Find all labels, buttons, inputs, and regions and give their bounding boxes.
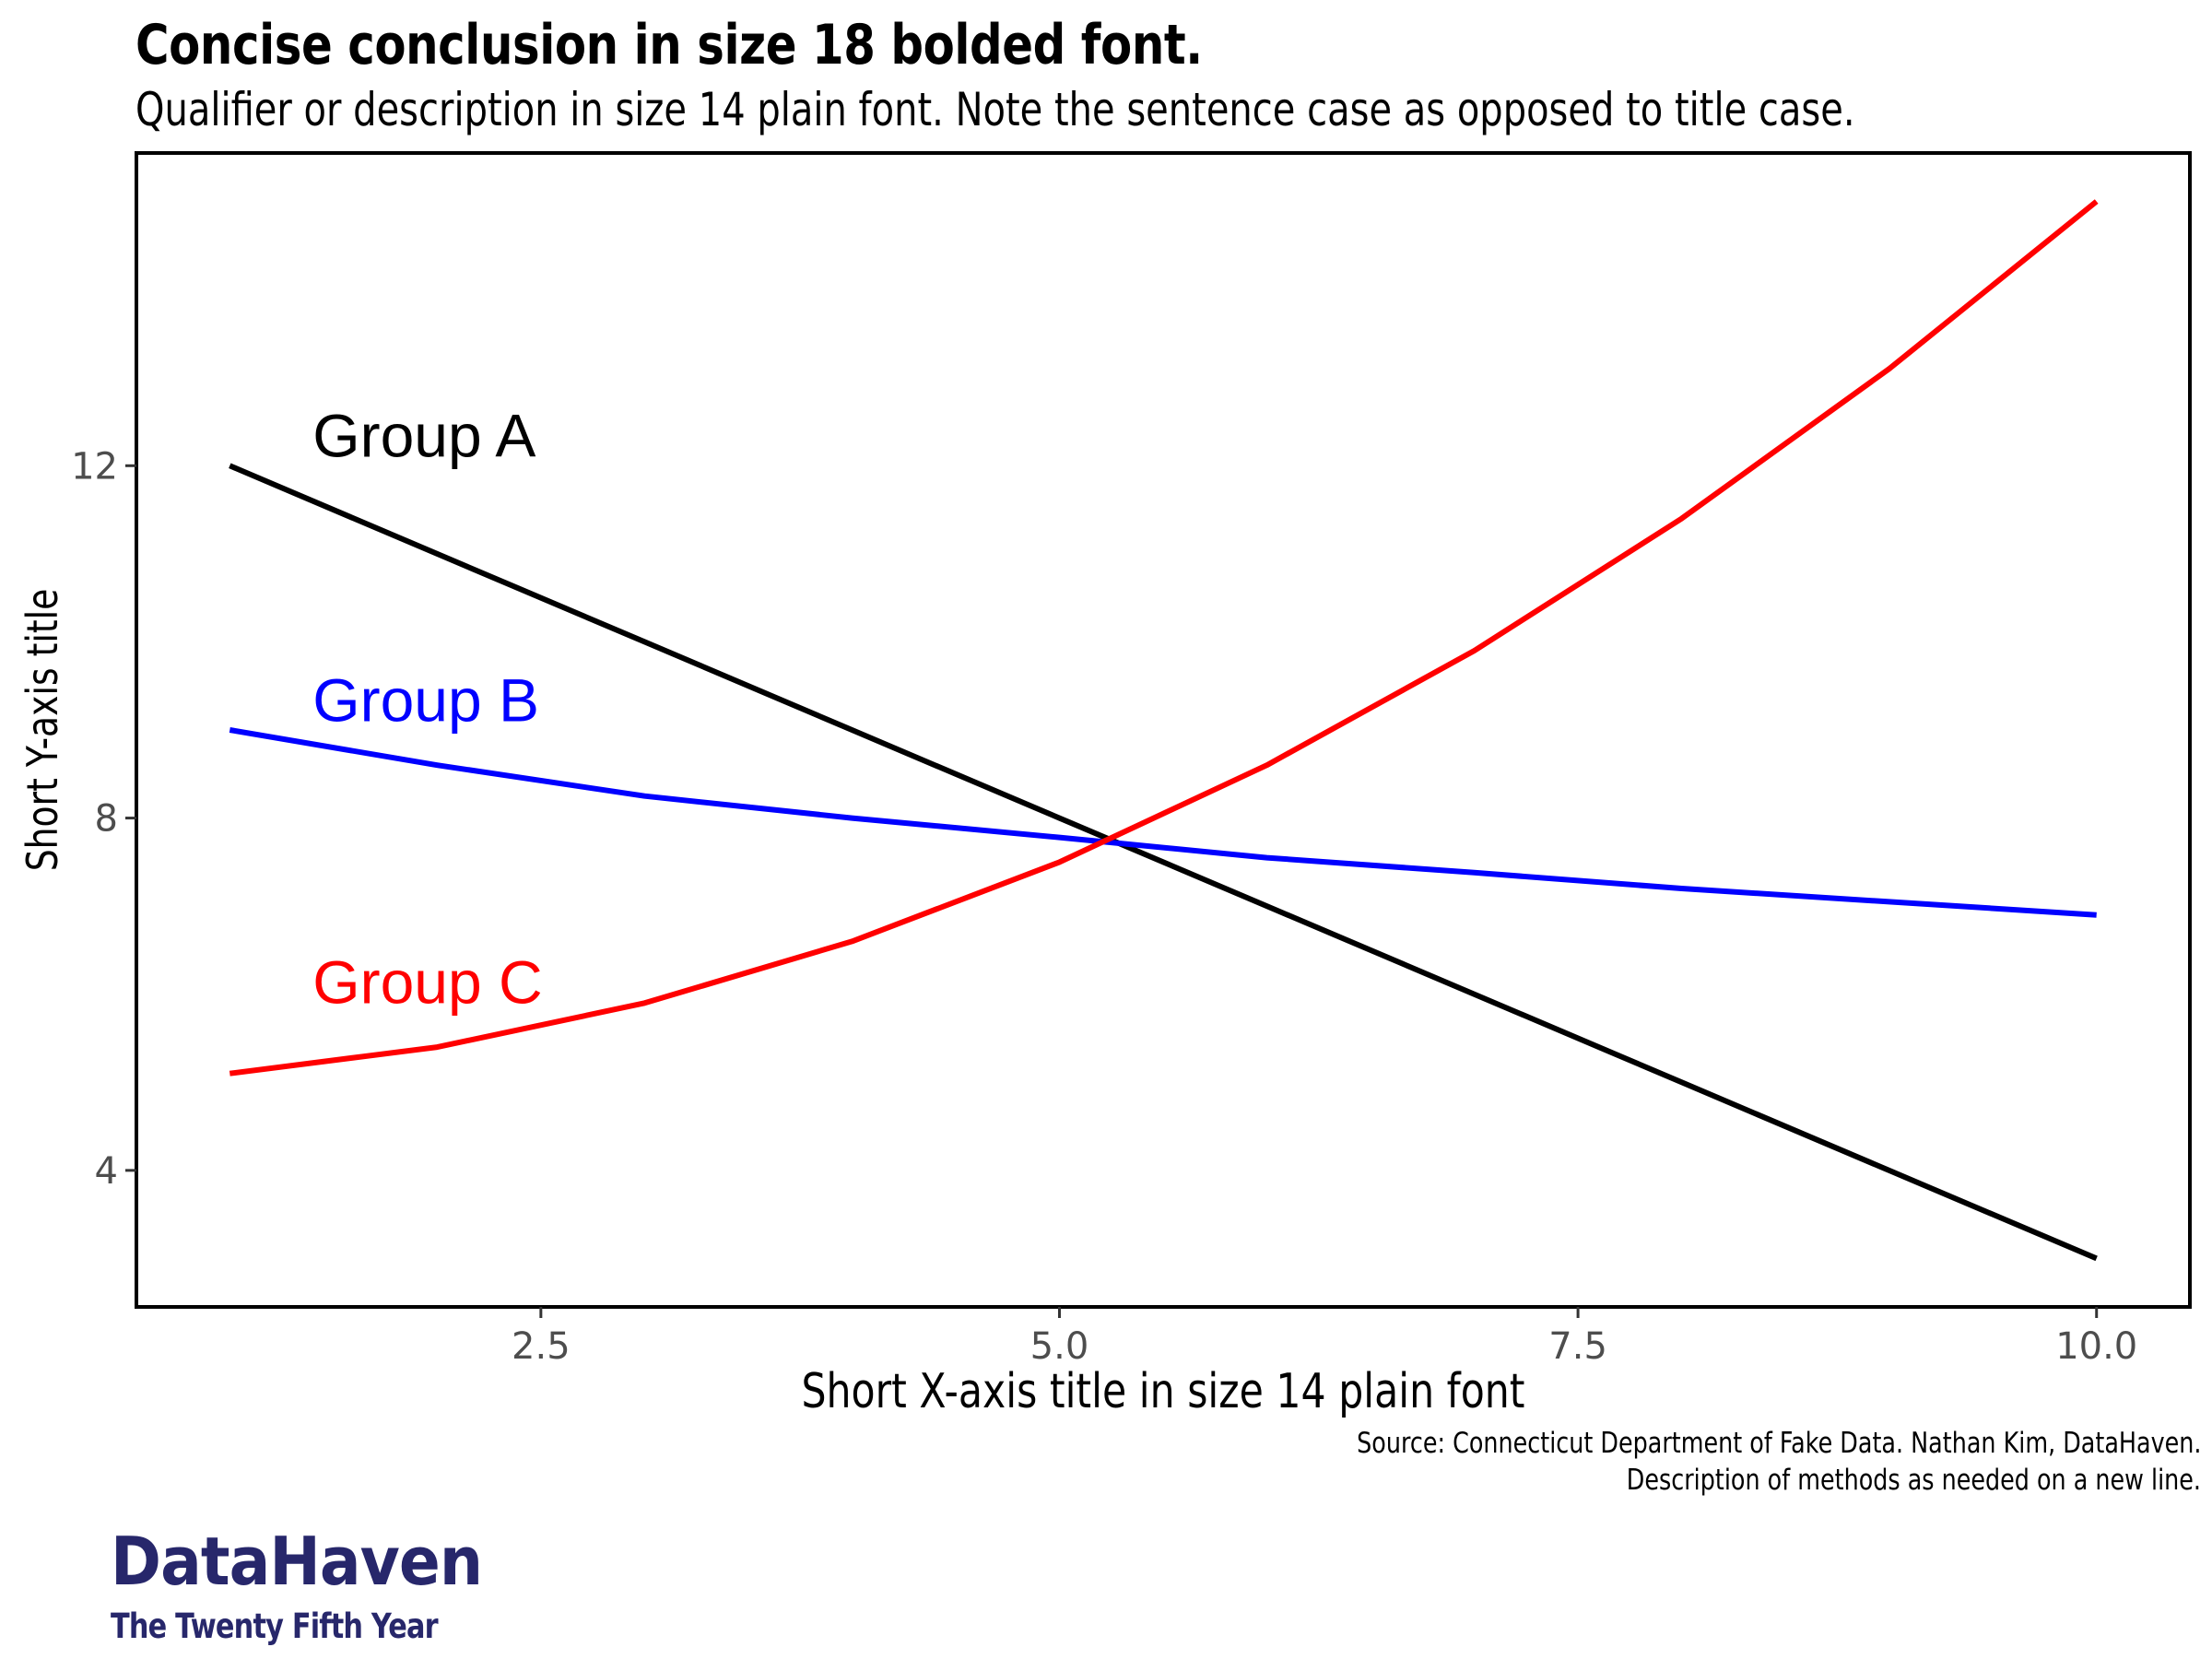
x-tick-label: 7.5 [1548,1325,1607,1368]
series-line-group-a [229,463,2098,1262]
y-tick-label: 12 [71,445,118,488]
x-axis-ticks: 2.5 5.0 7.5 10.0 [512,1307,2137,1368]
x-tick-label: 10.0 [2055,1325,2137,1368]
datahaven-tagline: The Twenty Fifth Year [111,1606,439,1646]
y-axis-title: Short Y-axis title [18,589,67,872]
y-tick-label: 8 [95,798,118,841]
series-labels: Group A Group B Group C [312,402,542,1017]
chart-subtitle: Qualifier or description in size 14 plai… [135,83,1855,136]
series-label-group-b: Group B [312,665,539,734]
line-chart: 2.5 5.0 7.5 10.0 4 8 12 Group A Group B Group C… [18,151,2192,1419]
y-tick-label: 4 [95,1150,118,1193]
series-label-group-c: Group C [312,947,542,1016]
x-tick-label: 5.0 [1030,1325,1089,1368]
series-lines [229,199,2099,1262]
series-line-group-c [229,199,2099,1077]
source-note: Source: Connecticut Department of Fake D… [1356,1427,2201,1460]
x-axis-title: Short X-axis title in size 14 plain font [801,1364,1524,1419]
series-label-group-a: Group A [312,402,535,470]
series-line-group-b [229,727,2097,918]
x-tick-label: 2.5 [512,1325,571,1368]
y-axis-ticks: 4 8 12 [71,445,136,1193]
methods-note: Description of methods as needed on a ne… [1626,1464,2201,1497]
plot-panel [135,151,2192,1309]
chart-title: Concise conclusion in size 18 bolded fon… [135,13,1203,77]
datahaven-logo: DataHaven [111,1523,483,1600]
